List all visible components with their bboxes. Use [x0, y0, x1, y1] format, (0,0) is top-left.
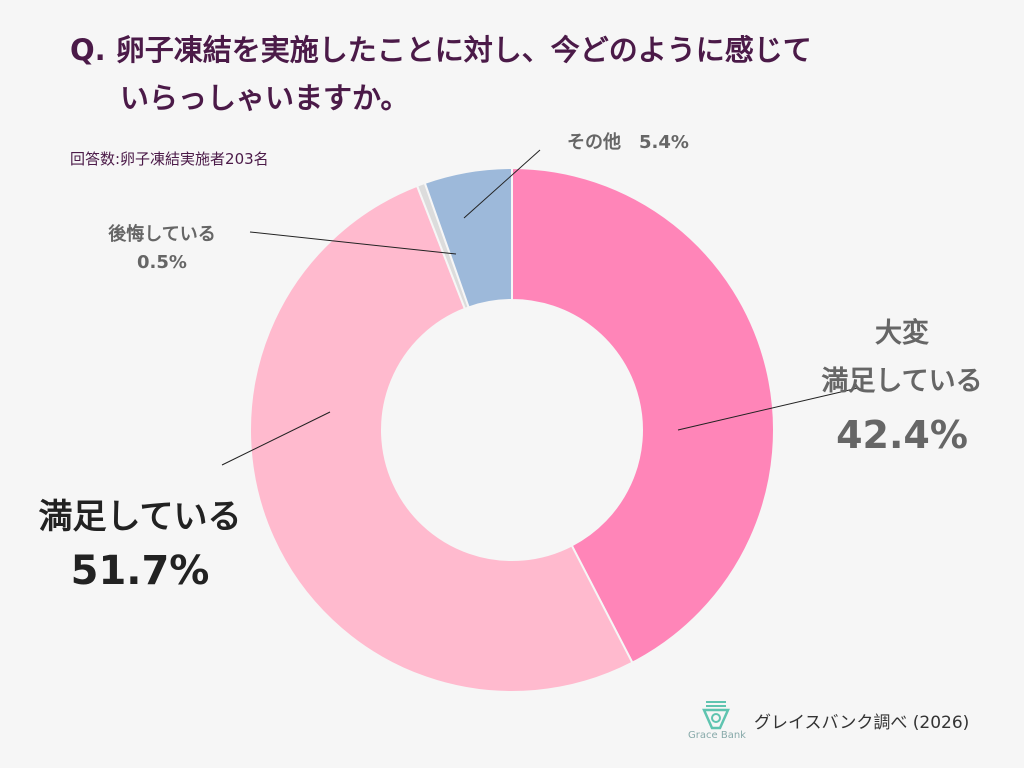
slice-label-3-line-1: 後悔している	[108, 223, 215, 245]
donut-slice-1	[511, 166, 775, 665]
slice-label-1-line-1: 大変	[875, 317, 929, 349]
logo-text: Grace Bank	[688, 730, 746, 741]
chart-subtitle: 回答数:卵子凍結実施者203名	[70, 150, 269, 168]
source-note: グレイスバンク調べ (2026)	[754, 713, 970, 733]
leader-line-1	[677, 387, 859, 431]
leader-line-4	[463, 149, 541, 219]
donut-slice-4	[423, 166, 513, 309]
leader-line-3	[249, 231, 457, 255]
slice-value-3: 0.5%	[137, 252, 187, 273]
slice-label-2-line-1: 満足している	[39, 497, 242, 537]
title-line-1: Q. 卵子凍結を実施したことに対し、今どのように感じて	[70, 33, 812, 67]
donut-slice-2	[249, 184, 634, 693]
grace-bank-logo-icon	[702, 701, 730, 730]
chart-title: Q. 卵子凍結を実施したことに対し、今どのように感じて いらっしゃいますか。	[70, 26, 970, 122]
slice-value-2: 51.7%	[71, 548, 210, 594]
slice-label-1-line-2: 満足している	[821, 366, 982, 397]
title-line-2: いらっしゃいますか。	[120, 81, 410, 115]
leader-line-2	[221, 411, 331, 466]
slice-value-1: 42.4%	[836, 413, 968, 457]
slice-label-4: その他 5.4%	[567, 131, 689, 153]
